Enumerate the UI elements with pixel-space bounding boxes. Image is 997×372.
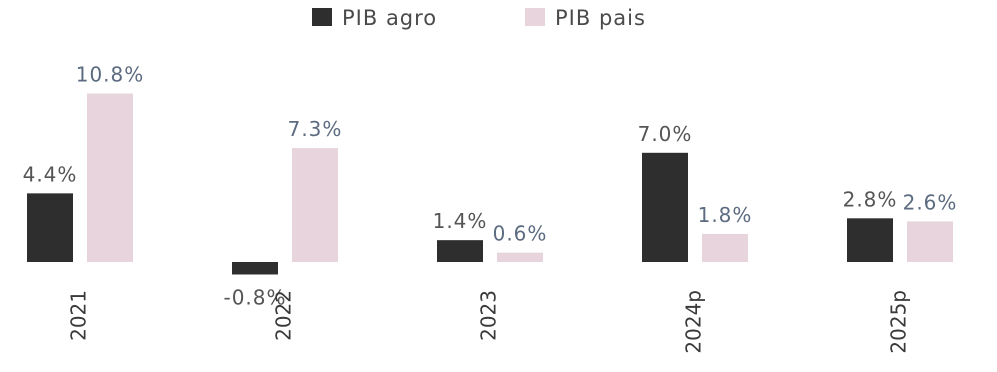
x-tick-label-2025p: 2025p <box>887 290 911 354</box>
x-axis-tick-labels: 2021 2022 2023 2024p 2025p <box>67 290 911 354</box>
bar-pib-agro-2024p <box>642 152 688 262</box>
data-label-pib-agro-2025p: 2.8% <box>843 187 898 211</box>
bar-pib-agro-2022 <box>232 262 278 275</box>
data-labels: 4.4% 10.8% -0.8% 7.3% 1.4%0.6% 7.0% 1.8% 2.8% 2.… <box>23 63 958 310</box>
bar-pib-pais-2023 <box>497 252 543 262</box>
legend-label-pib-pais: PIB pais <box>555 6 646 30</box>
data-label-pib-pais-2022: 7.3% <box>288 117 343 141</box>
data-label-pib-pais-2024p: 1.8% <box>698 203 753 227</box>
data-label-pib-pais-2023: 0.6% <box>493 222 548 246</box>
legend-label-pib-agro: PIB agro <box>342 6 437 30</box>
x-tick-label-2023: 2023 <box>477 290 501 341</box>
bar-pib-agro-2021 <box>27 193 73 262</box>
legend: PIB agro PIB pais <box>312 6 646 30</box>
legend-swatch-pib-pais <box>525 8 545 26</box>
data-label-pib-agro-2022: -0.8% <box>223 285 286 309</box>
bar-pib-pais-2021 <box>87 93 133 263</box>
data-label-pib-agro-2023: 1.4% <box>433 209 488 233</box>
x-tick-label-2021: 2021 <box>67 290 91 341</box>
data-label-pib-pais-2021: 10.8% <box>76 63 145 87</box>
data-label-pib-pais-2025p: 2.6% <box>903 190 958 214</box>
legend-swatch-pib-agro <box>312 8 332 26</box>
bar-pib-agro-2023 <box>437 240 483 262</box>
bars <box>27 93 953 275</box>
x-tick-label-2024p: 2024p <box>682 290 706 354</box>
x-tick-label-2022: 2022 <box>272 290 296 341</box>
data-label-pib-agro-2024p: 7.0% <box>638 122 693 146</box>
bar-pib-pais-2022 <box>292 148 338 262</box>
data-label-pib-agro-2021: 4.4% <box>23 162 78 186</box>
bar-pib-pais-2024p <box>702 233 748 262</box>
bar-pib-pais-2025p <box>907 221 953 262</box>
bar-pib-agro-2025p <box>847 218 893 262</box>
